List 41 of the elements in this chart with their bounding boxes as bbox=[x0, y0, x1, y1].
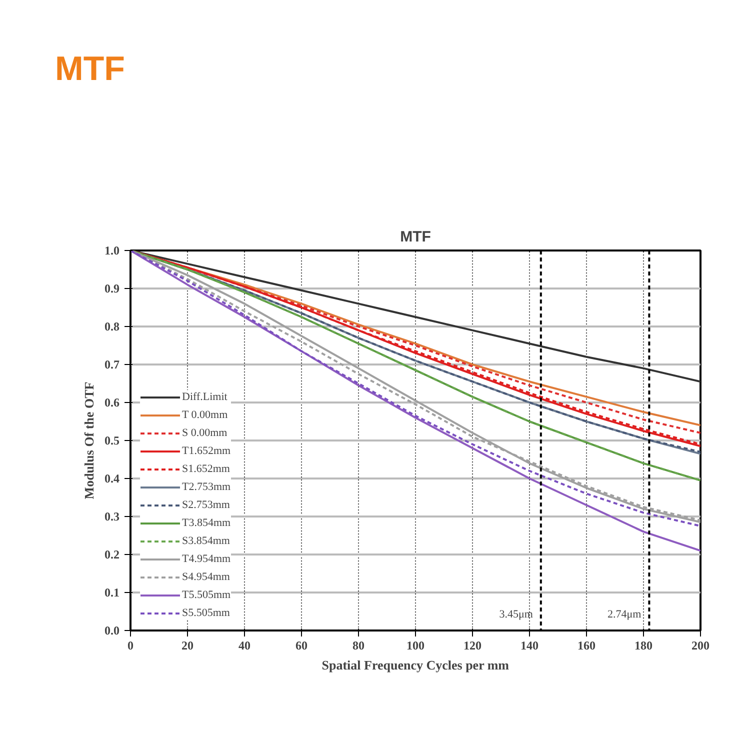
y-axis-title: Modulus Of the OTF bbox=[82, 382, 96, 500]
y-tick-label: 0.3 bbox=[104, 510, 120, 524]
y-tick-label: 0.9 bbox=[104, 282, 120, 296]
legend-label: S3.854mm bbox=[182, 534, 230, 548]
ref-line-label: 2.74μm bbox=[607, 608, 642, 620]
x-tick-label: 40 bbox=[238, 638, 250, 652]
legend-label: T1.652mm bbox=[182, 444, 231, 458]
x-tick-label: 0 bbox=[128, 638, 134, 652]
y-tick-label: 0.6 bbox=[104, 396, 120, 410]
legend-label: T3.854mm bbox=[182, 516, 231, 530]
chart-title: MTF bbox=[400, 228, 431, 246]
y-tick-label: 0.7 bbox=[104, 358, 120, 372]
y-tick-label: 1.0 bbox=[104, 244, 120, 258]
x-axis-title: Spatial Frequency Cycles per mm bbox=[322, 658, 510, 672]
x-tick-label: 140 bbox=[520, 638, 538, 652]
legend-label: S5.505mm bbox=[182, 606, 230, 620]
x-tick-label: 60 bbox=[296, 638, 308, 652]
x-tick-label: 80 bbox=[352, 638, 364, 652]
x-tick-label: 120 bbox=[464, 638, 482, 652]
legend-label: T2.753mm bbox=[182, 480, 231, 494]
text: MTF bbox=[55, 49, 125, 90]
legend-label: Diff.Limit bbox=[182, 390, 228, 404]
y-tick-label: 0.2 bbox=[104, 548, 120, 562]
x-tick-label: 180 bbox=[634, 638, 652, 652]
legend-label: T5.505mm bbox=[182, 588, 231, 602]
y-tick-label: 0.1 bbox=[104, 586, 120, 600]
x-tick-label: 160 bbox=[578, 638, 596, 652]
ref-line-label: 3.45μm bbox=[499, 608, 534, 620]
legend-label: S 0.00mm bbox=[182, 426, 228, 440]
y-tick-label: 0.5 bbox=[104, 434, 120, 448]
y-tick-label: 0.0 bbox=[104, 624, 120, 638]
legend-label: S2.753mm bbox=[182, 498, 230, 512]
x-tick-label: 200 bbox=[692, 638, 710, 652]
legend-label: T 0.00mm bbox=[182, 408, 228, 422]
legend-label: S4.954mm bbox=[182, 570, 230, 584]
legend-label: S1.652mm bbox=[182, 462, 230, 476]
x-tick-label: 100 bbox=[406, 638, 424, 652]
legend-label: T4.954mm bbox=[182, 552, 231, 566]
y-tick-label: 0.4 bbox=[104, 472, 120, 486]
y-tick-label: 0.8 bbox=[104, 320, 120, 334]
x-tick-label: 20 bbox=[182, 638, 194, 652]
